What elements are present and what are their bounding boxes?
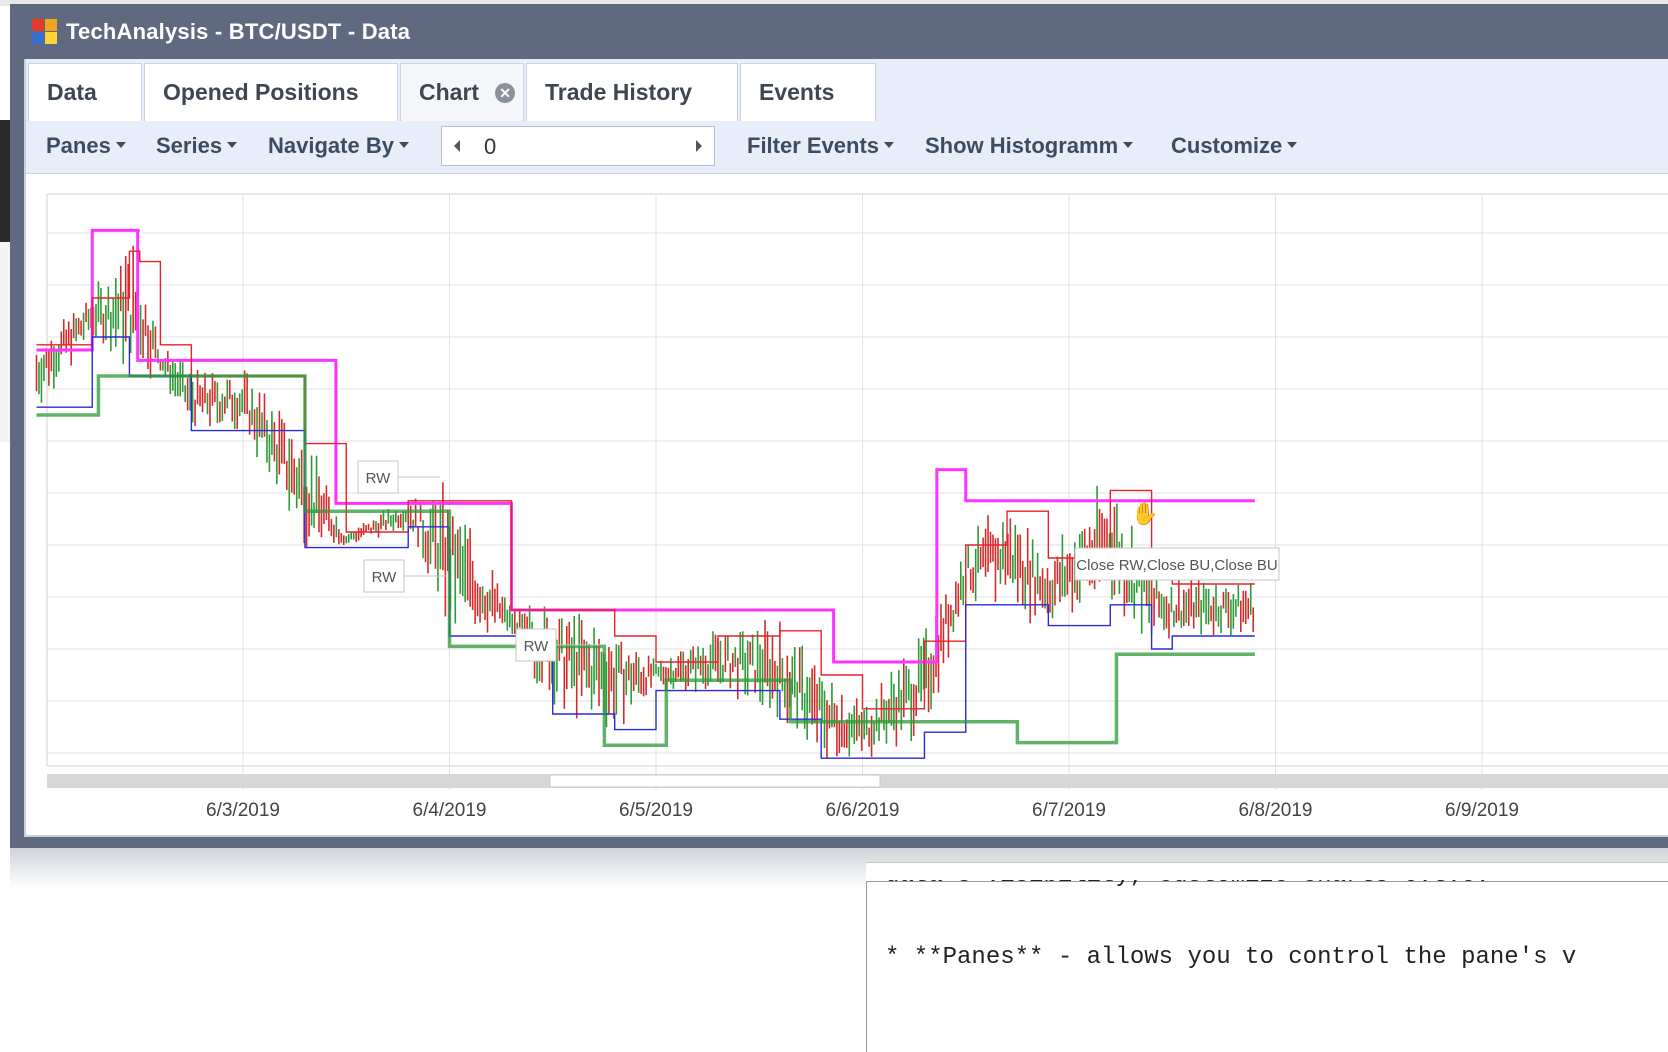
annotation-box: [357, 460, 399, 494]
series-label: Series: [156, 133, 223, 158]
navigate-by-label: Navigate By: [268, 133, 394, 158]
editor-line: data's visibility, customize charts e.t.…: [885, 862, 1490, 889]
annotation-label: RW: [372, 569, 398, 586]
series-dropdown[interactable]: Series: [156, 133, 238, 159]
tab-opened-positions[interactable]: Opened Positions: [144, 63, 398, 121]
arrow-left-icon[interactable]: [454, 140, 460, 152]
x-tick-label: 6/5/2019: [619, 800, 693, 821]
tab-chart[interactable]: Chart ✕: [400, 63, 524, 121]
tab-label: Data: [47, 79, 97, 105]
chart-scrollbar-thumb: [549, 774, 881, 788]
navigate-by-dropdown[interactable]: Navigate By: [268, 133, 409, 159]
app-grid-icon: [32, 19, 58, 45]
plot-frame: [46, 193, 1668, 767]
chart-area[interactable]: 6/3/2019 6/4/2019 6/5/2019 6/6/2019 6/7/2019…: [26, 174, 1668, 834]
price-chart[interactable]: 6/3/2019 6/4/2019 6/5/2019 6/6/2019 6/7/2019…: [26, 174, 1668, 834]
customize-label: Customize: [1171, 133, 1283, 158]
caret-down-icon: [1287, 142, 1298, 149]
navigator-stepper[interactable]: 0: [441, 126, 715, 166]
caret-down-icon: [884, 142, 895, 149]
arrow-right-icon[interactable]: [696, 140, 702, 152]
tab-label: Trade History: [545, 79, 692, 105]
annotation-label: RW: [366, 470, 392, 487]
tab-label: Opened Positions: [163, 79, 359, 105]
window-title: TechAnalysis - BTC/USDT - Data: [66, 19, 411, 44]
x-tick-label: 6/4/2019: [413, 800, 487, 821]
caret-down-icon: [227, 142, 238, 149]
tab-trade-history[interactable]: Trade History: [526, 63, 738, 121]
desktop-top-strip: [0, 0, 1668, 6]
x-tick-label: 6/3/2019: [206, 800, 280, 821]
hand-grab-cursor-icon: ✋: [1131, 501, 1158, 527]
caret-down-icon: [398, 142, 409, 149]
panes-label: Panes: [46, 133, 111, 158]
annotation-box: [515, 628, 557, 662]
x-tick-label: 6/9/2019: [1445, 800, 1519, 821]
tab-label: Chart: [419, 79, 480, 105]
filter-events-dropdown[interactable]: Filter Events: [747, 133, 895, 159]
markdown-editor[interactable]: data's visibility, customize charts e.t.…: [866, 862, 1668, 1052]
navigator-value[interactable]: 0: [484, 134, 497, 159]
tab-bar: Data Opened Positions Chart ✕ Trade Hist…: [26, 59, 1668, 123]
annotation-box: [1074, 547, 1280, 581]
x-tick-label: 6/8/2019: [1239, 800, 1313, 821]
x-tick-label: 6/6/2019: [826, 800, 900, 821]
annotation-label: RW: [524, 638, 550, 655]
filter-events-label: Filter Events: [747, 133, 880, 158]
annotation-label: Close RW,Close BU,Close BU: [1076, 557, 1277, 574]
series-line-green-lower-step: [36, 374, 1255, 747]
background-window-edge-light: [0, 242, 10, 442]
caret-down-icon: [1123, 142, 1134, 149]
editor-line: * **Panes** - allows you to control the …: [885, 944, 1577, 971]
editor-text-area[interactable]: data's visibility, customize charts e.t.…: [866, 880, 1668, 1052]
customize-dropdown[interactable]: Customize: [1171, 133, 1298, 159]
x-tick-label: 6/7/2019: [1032, 800, 1106, 821]
chart-toolbar: Panes Series Navigate By 0 Filter Events…: [26, 123, 1668, 174]
tab-data[interactable]: Data: [28, 63, 142, 121]
window-content: Data Opened Positions Chart ✕ Trade Hist…: [24, 59, 1668, 837]
series-line-blue-lower-channel: [36, 336, 1255, 759]
caret-down-icon: [115, 142, 126, 149]
show-histogramm-dropdown[interactable]: Show Histogramm: [925, 133, 1134, 159]
title-bar[interactable]: TechAnalysis - BTC/USDT - Data: [10, 4, 1668, 60]
tab-events[interactable]: Events: [740, 63, 876, 121]
app-window: TechAnalysis - BTC/USDT - Data Data Open…: [10, 4, 1668, 848]
panes-dropdown[interactable]: Panes: [46, 133, 126, 159]
background-window-edge: [0, 120, 10, 242]
series-line-red-upper-channel: [36, 250, 1255, 710]
close-circle-icon[interactable]: ✕: [495, 82, 516, 103]
show-histogramm-label: Show Histogramm: [925, 133, 1119, 158]
tab-label: Events: [759, 79, 835, 105]
